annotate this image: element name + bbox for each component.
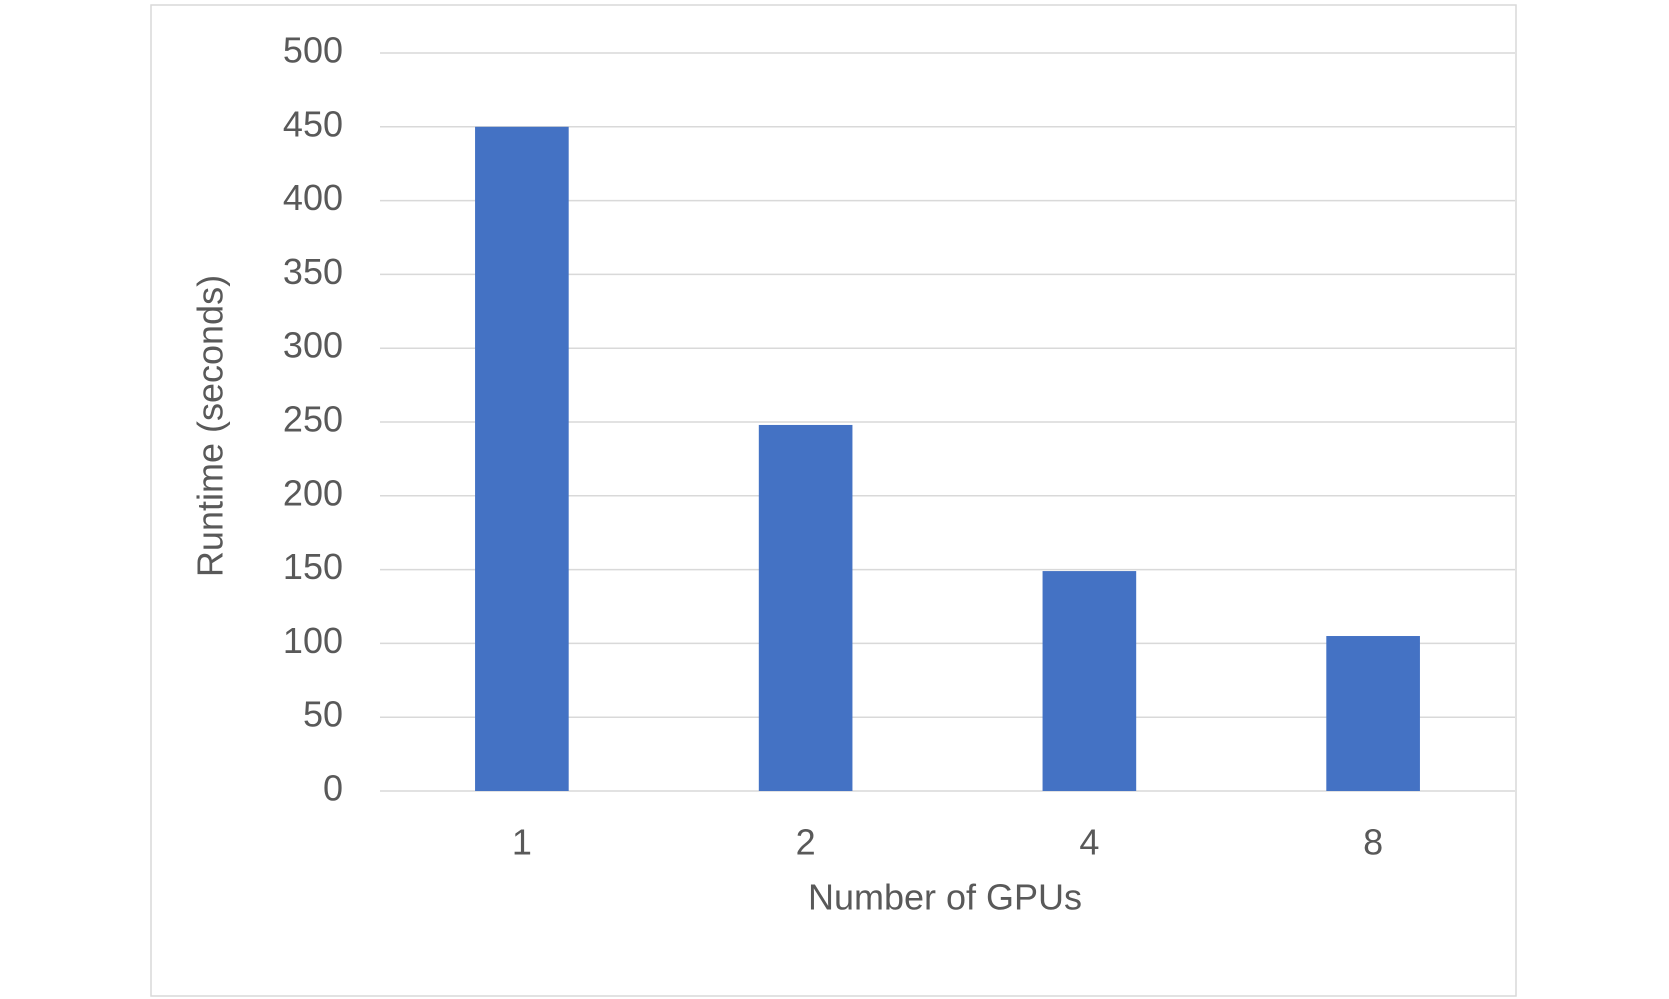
y-tick-label: 450: [283, 103, 343, 144]
y-tick-label: 300: [283, 325, 343, 366]
y-tick-label: 500: [283, 30, 343, 71]
x-tick-label: 1: [512, 822, 532, 863]
x-tick-label: 8: [1363, 822, 1383, 863]
y-tick-label: 350: [283, 251, 343, 292]
y-tick-label: 400: [283, 177, 343, 218]
bar: [1326, 636, 1420, 791]
y-tick-label: 0: [323, 768, 343, 809]
y-tick-label: 100: [283, 620, 343, 661]
x-tick-label: 4: [1079, 822, 1099, 863]
y-axis-label: Runtime (seconds): [190, 275, 231, 577]
x-axis-label: Number of GPUs: [808, 877, 1082, 918]
bar: [758, 424, 853, 791]
bar: [1042, 571, 1137, 791]
bar: [475, 126, 569, 792]
x-tick-label: 2: [796, 822, 816, 863]
y-tick-label: 50: [303, 694, 343, 735]
y-tick-label: 150: [283, 546, 343, 587]
y-tick-label: 250: [283, 399, 343, 440]
y-tick-label: 200: [283, 472, 343, 513]
